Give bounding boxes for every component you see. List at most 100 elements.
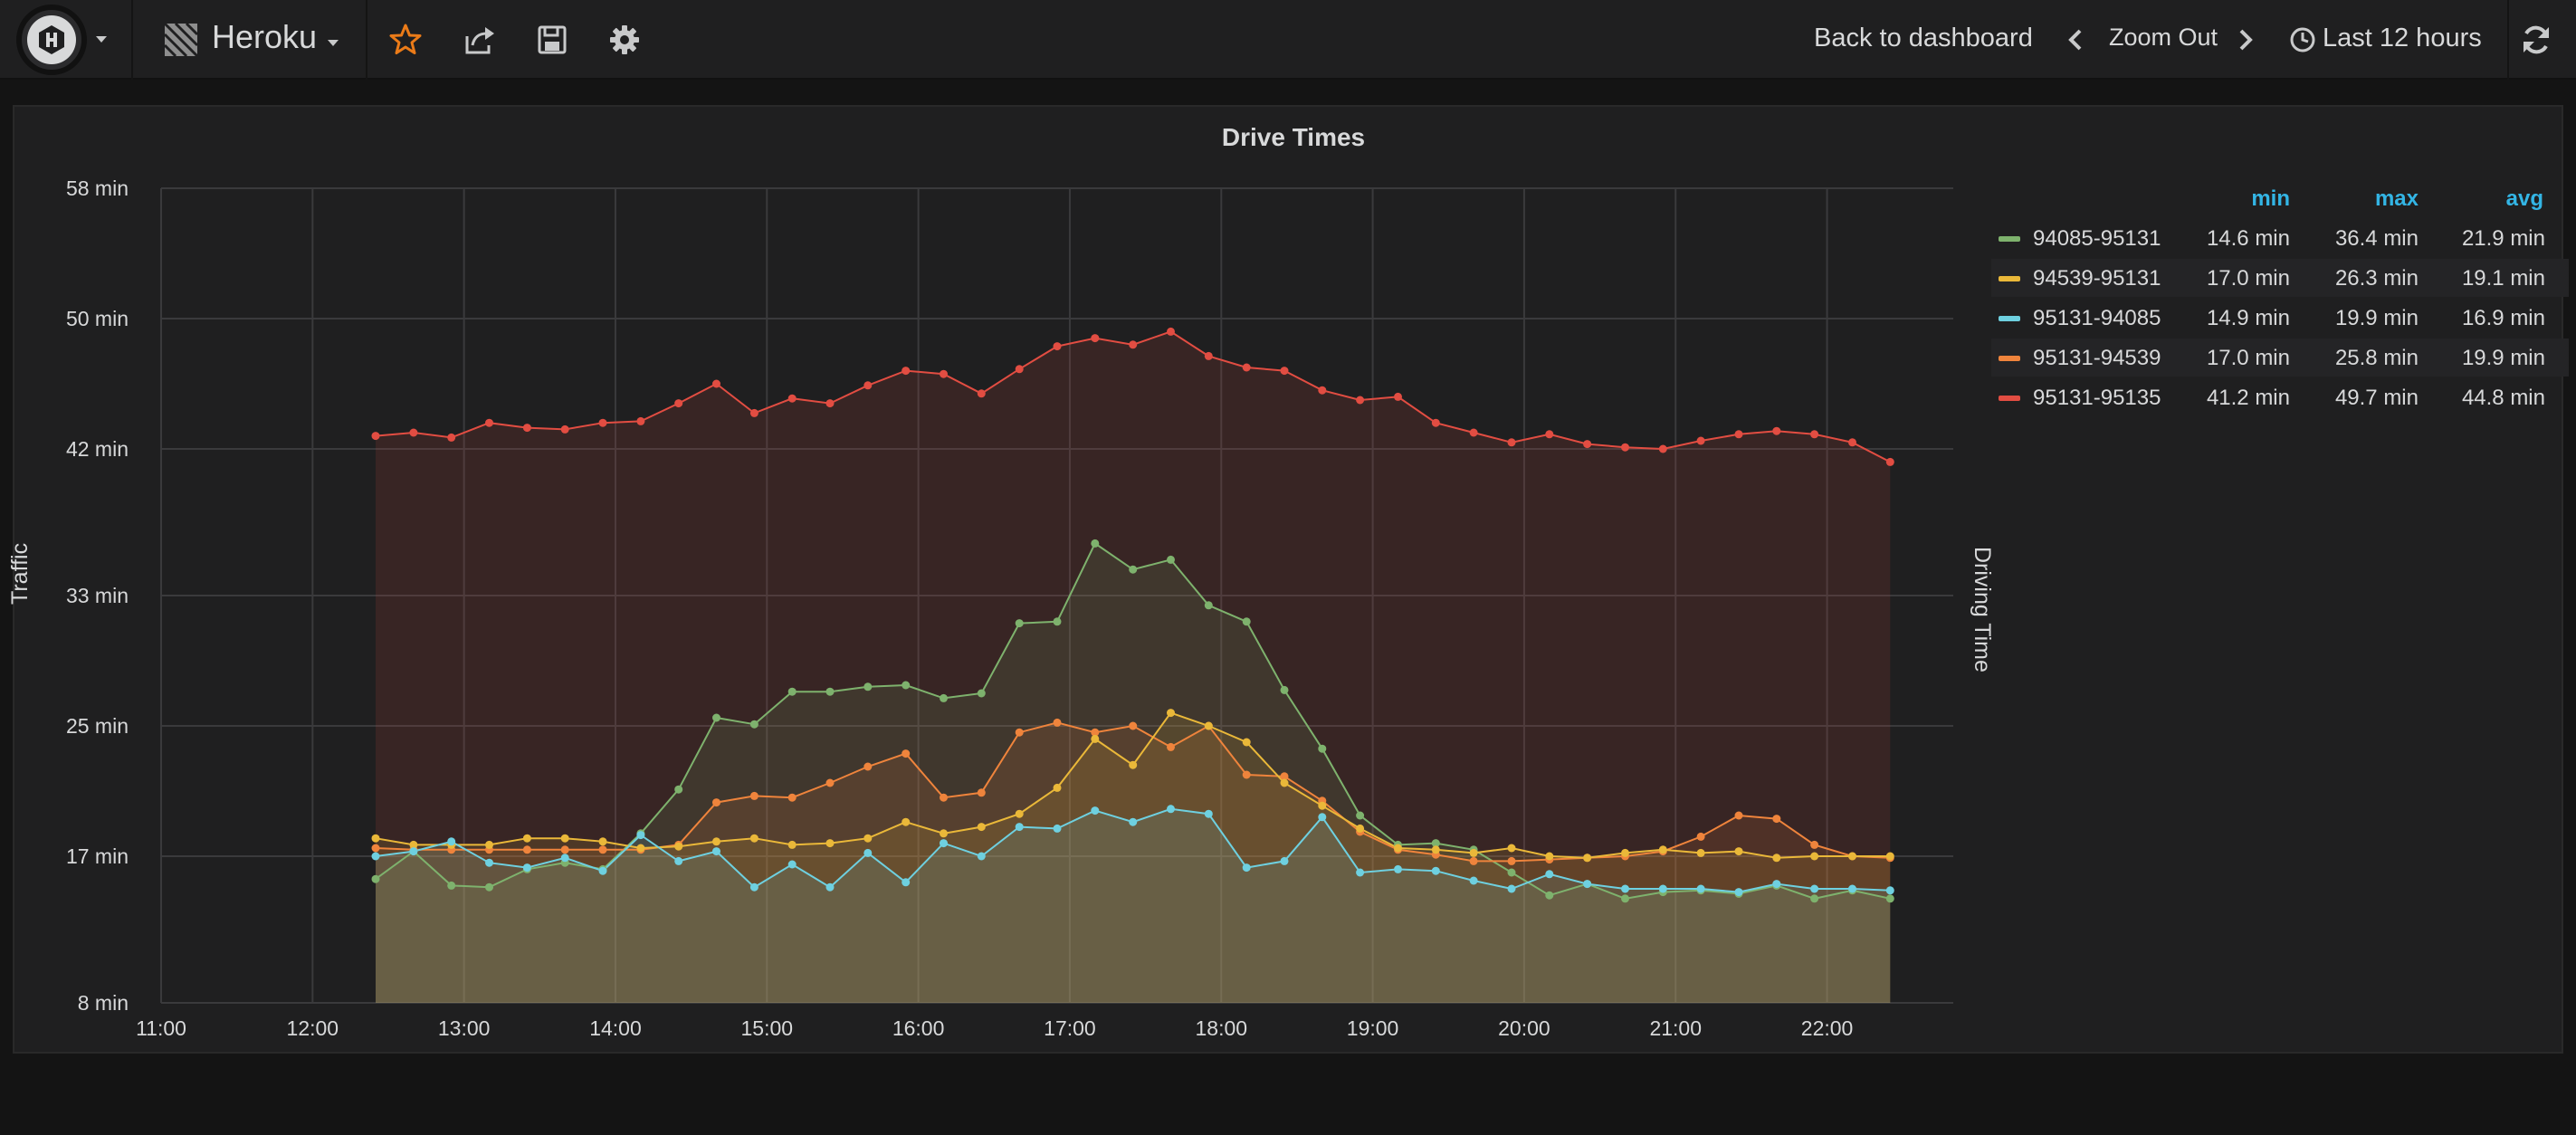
- data-point: [371, 844, 380, 853]
- data-point: [1696, 832, 1705, 841]
- data-point: [863, 682, 873, 691]
- data-point: [1848, 884, 1856, 893]
- save-icon[interactable]: [532, 20, 572, 60]
- data-point: [1621, 894, 1629, 903]
- data-point: [1129, 817, 1138, 826]
- series-color-swatch[interactable]: [1999, 396, 2020, 401]
- legend-header-max[interactable]: max: [2374, 186, 2419, 211]
- data-point: [1280, 685, 1289, 694]
- data-point: [598, 866, 607, 875]
- share-icon[interactable]: [460, 20, 500, 60]
- data-point: [560, 854, 569, 863]
- data-point: [1431, 839, 1440, 848]
- data-point: [1734, 847, 1743, 856]
- data-point: [1053, 783, 1062, 792]
- x-tick-label: 15:00: [741, 1016, 794, 1040]
- chevron-right-icon[interactable]: [2225, 20, 2265, 60]
- data-point: [940, 839, 948, 848]
- data-point: [787, 793, 797, 802]
- data-point: [1507, 856, 1516, 865]
- data-point: [636, 844, 645, 853]
- zoom-out-button[interactable]: Zoom Out: [2109, 24, 2218, 51]
- dashboard-caret-icon[interactable]: [328, 40, 339, 46]
- data-point: [1810, 852, 1819, 861]
- data-point: [1583, 440, 1592, 449]
- data-point: [940, 693, 948, 702]
- data-point: [712, 379, 720, 388]
- data-point: [1810, 884, 1819, 893]
- data-point: [902, 878, 911, 887]
- series-name[interactable]: 95131-95135: [2033, 386, 2161, 410]
- series-color-swatch[interactable]: [1999, 236, 2020, 242]
- x-tick-label: 14:00: [589, 1016, 642, 1040]
- data-point: [674, 399, 683, 408]
- data-point: [825, 839, 835, 848]
- logo-caret-icon[interactable]: [96, 36, 107, 43]
- back-to-dashboard-link[interactable]: Back to dashboard: [1814, 24, 2033, 52]
- data-point: [447, 881, 456, 890]
- time-range-picker[interactable]: Last 12 hours: [2323, 24, 2482, 52]
- data-point: [1696, 848, 1705, 857]
- star-icon[interactable]: [386, 20, 425, 60]
- series-color-swatch[interactable]: [1999, 276, 2020, 281]
- data-point: [560, 424, 569, 434]
- series-max: 26.3 min: [2334, 266, 2419, 291]
- legend-row[interactable]: 95131-95135 41.2 min 49.7 min 44.8 min: [1991, 378, 2569, 416]
- legend-header-min[interactable]: min: [2251, 186, 2290, 211]
- data-point: [1091, 334, 1100, 343]
- series-name[interactable]: 94085-95131: [2033, 226, 2161, 251]
- gear-icon[interactable]: [605, 20, 644, 60]
- legend-header-avg[interactable]: avg: [2505, 186, 2543, 211]
- legend-row[interactable]: 94539-95131 17.0 min 26.3 min 19.1 min: [1991, 259, 2569, 297]
- y-axis-ticks: 8 min 17 min 25 min 33 min 42 min 50 min 58 mi…: [66, 176, 129, 1015]
- data-point: [560, 834, 569, 843]
- data-point: [1658, 884, 1667, 893]
- x-tick-label: 16:00: [892, 1016, 945, 1040]
- data-point: [1167, 555, 1175, 564]
- data-point: [1356, 396, 1365, 405]
- series-avg: 19.1 min: [2461, 266, 2545, 291]
- data-point: [1091, 806, 1100, 815]
- data-point: [1431, 866, 1440, 875]
- data-point: [522, 845, 531, 854]
- data-point: [598, 837, 607, 846]
- series-color-swatch[interactable]: [1999, 316, 2020, 321]
- data-point: [787, 687, 797, 696]
- data-point: [977, 788, 986, 797]
- data-point: [1318, 744, 1327, 753]
- data-point: [485, 882, 493, 892]
- y-axis-label: Traffic: [7, 542, 33, 605]
- data-point: [1810, 894, 1819, 903]
- series-color-swatch[interactable]: [1999, 356, 2020, 361]
- legend-row[interactable]: 94085-95131 14.6 min 36.4 min 21.9 min: [1991, 219, 2569, 257]
- data-point: [371, 874, 380, 883]
- refresh-icon[interactable]: [2516, 20, 2556, 60]
- data-point: [1129, 721, 1138, 730]
- series-min: 14.6 min: [2206, 226, 2290, 251]
- panel-title[interactable]: Drive Times: [1221, 123, 1366, 151]
- data-point: [371, 432, 380, 441]
- data-point: [940, 369, 948, 378]
- data-point: [749, 834, 758, 843]
- data-point: [598, 845, 607, 854]
- data-point: [902, 749, 911, 758]
- series-name[interactable]: 94539-95131: [2033, 266, 2161, 291]
- data-point: [1280, 367, 1289, 376]
- legend-row[interactable]: 95131-94539 17.0 min 25.8 min 19.9 min: [1991, 339, 2569, 377]
- series-name[interactable]: 95131-94539: [2033, 346, 2161, 370]
- logo-icon[interactable]: [16, 5, 87, 75]
- data-point: [1015, 728, 1024, 737]
- data-point: [1507, 844, 1516, 853]
- data-point: [1053, 718, 1062, 727]
- data-point: [1507, 438, 1516, 447]
- series-name[interactable]: 95131-94085: [2033, 306, 2161, 330]
- data-point: [1772, 854, 1781, 863]
- grid-lines: [160, 187, 1953, 1004]
- x-tick-label: 13:00: [438, 1016, 491, 1040]
- series-areas: [376, 331, 1891, 1003]
- chevron-left-icon[interactable]: [2056, 20, 2096, 60]
- legend-row[interactable]: 95131-94085 14.9 min 19.9 min 16.9 min: [1991, 299, 2569, 337]
- dashboard-title[interactable]: Heroku: [212, 18, 318, 55]
- data-point: [863, 762, 873, 771]
